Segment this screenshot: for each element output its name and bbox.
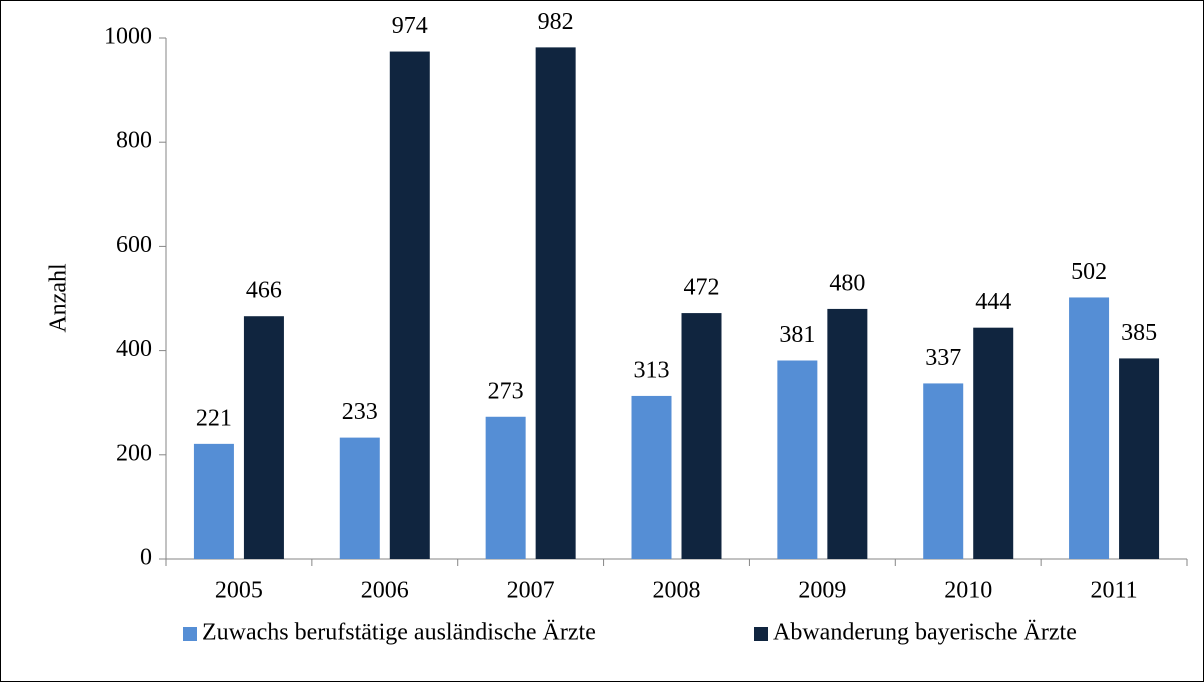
data-label: 982 xyxy=(538,9,574,35)
bar xyxy=(1069,297,1110,559)
bar xyxy=(243,316,284,559)
legend-label: Zuwachs berufstätige ausländische Ärzte xyxy=(202,620,596,646)
x-tick-label: 2007 xyxy=(507,578,555,604)
y-tick-label: 600 xyxy=(116,232,152,258)
x-tick-label: 2010 xyxy=(944,578,992,604)
bar xyxy=(631,395,672,559)
bar xyxy=(777,360,818,559)
data-label: 337 xyxy=(925,345,961,371)
data-label: 233 xyxy=(342,399,378,425)
data-label: 502 xyxy=(1071,259,1107,285)
y-tick-label: 0 xyxy=(140,545,152,571)
legend-swatch xyxy=(183,627,197,641)
bar xyxy=(339,437,380,559)
data-label: 480 xyxy=(829,270,865,296)
data-label: 273 xyxy=(488,378,524,404)
bar xyxy=(535,47,576,560)
x-tick-label: 2009 xyxy=(798,578,846,604)
y-tick-label: 400 xyxy=(116,336,152,362)
legend-label: Abwanderung bayerische Ärzte xyxy=(773,620,1077,646)
data-label: 444 xyxy=(975,289,1011,315)
y-tick-label: 800 xyxy=(116,128,152,154)
x-tick-label: 2008 xyxy=(653,578,701,604)
bar xyxy=(389,51,430,560)
y-tick-label: 1000 xyxy=(104,24,152,50)
data-label: 472 xyxy=(684,275,720,301)
bar xyxy=(1119,358,1160,559)
data-label: 313 xyxy=(634,357,670,383)
x-tick-label: 2011 xyxy=(1091,578,1138,604)
y-axis-label: Anzahl xyxy=(46,263,72,333)
data-label: 466 xyxy=(246,278,282,304)
x-tick-label: 2006 xyxy=(361,578,409,604)
data-label: 974 xyxy=(392,13,428,39)
y-tick-label: 200 xyxy=(116,440,152,466)
x-tick-label: 2005 xyxy=(215,578,263,604)
bar xyxy=(485,416,526,559)
data-label: 381 xyxy=(779,322,815,348)
bar xyxy=(923,383,964,559)
data-label: 385 xyxy=(1121,320,1157,346)
legend-swatch xyxy=(754,627,768,641)
bar xyxy=(193,443,234,559)
bar xyxy=(973,327,1014,559)
bar xyxy=(827,308,868,559)
data-label: 221 xyxy=(196,405,232,431)
bar xyxy=(681,313,722,559)
